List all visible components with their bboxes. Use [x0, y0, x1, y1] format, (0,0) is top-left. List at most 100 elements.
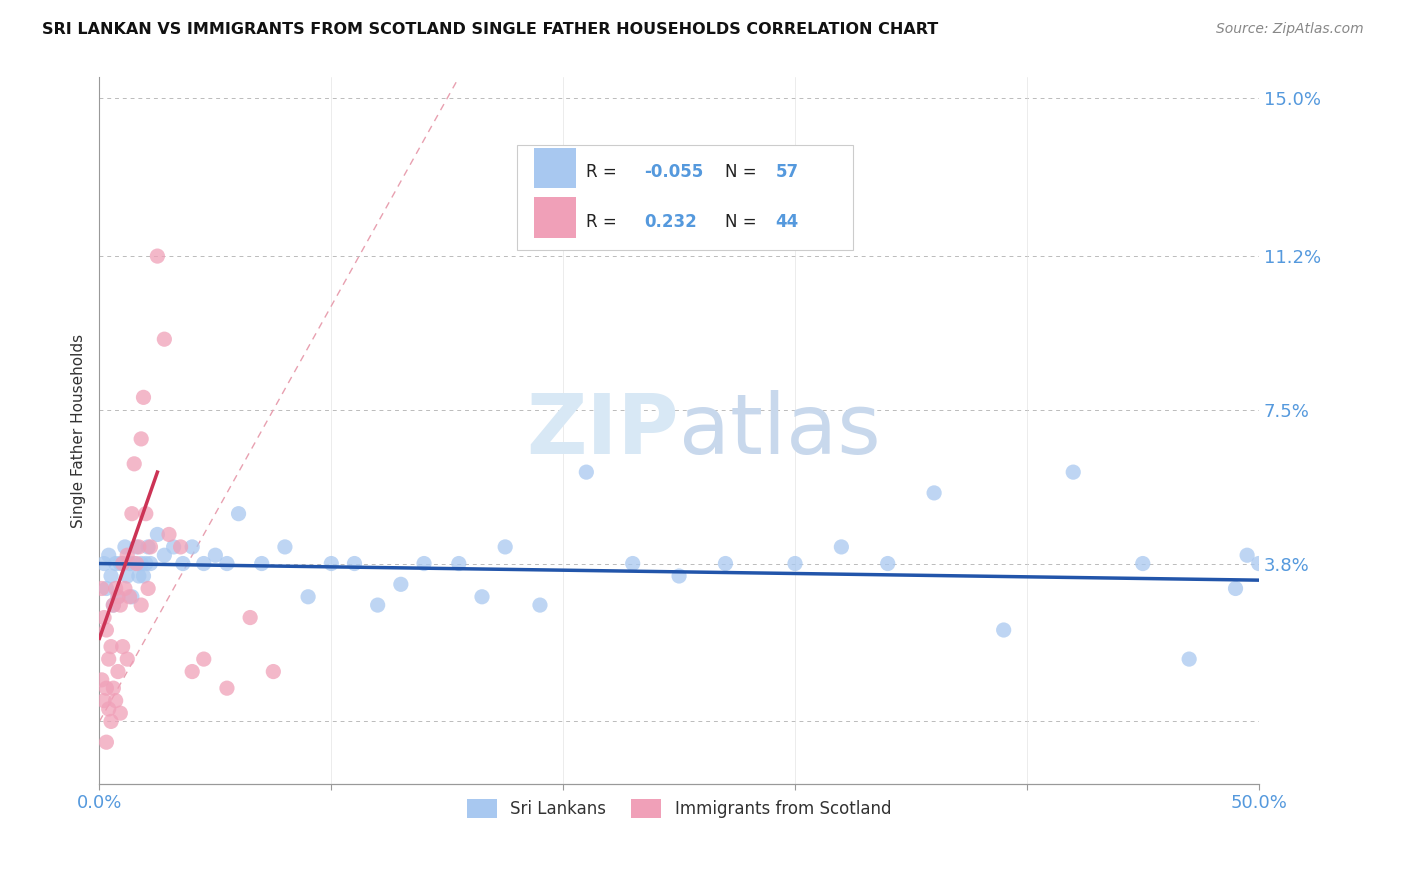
Point: [122, 457, 145, 471]
Point: [471, 590, 494, 604]
Point: [107, 590, 129, 604]
Point: [228, 507, 250, 521]
Point: [204, 548, 226, 562]
Point: [90, 673, 112, 687]
Point: [135, 557, 157, 571]
Point: [413, 557, 436, 571]
Point: [139, 540, 162, 554]
Point: [103, 598, 125, 612]
Point: [104, 582, 127, 596]
Point: [100, 714, 122, 729]
Point: [97, 548, 120, 562]
Point: [162, 540, 184, 554]
Point: [110, 706, 132, 720]
Point: [132, 569, 155, 583]
Point: [96, 582, 118, 596]
Point: [621, 557, 644, 571]
Point: [100, 640, 122, 654]
Legend: Sri Lankans, Immigrants from Scotland: Sri Lankans, Immigrants from Scotland: [460, 792, 898, 825]
Point: [107, 590, 129, 604]
Point: [575, 465, 598, 479]
Point: [494, 540, 516, 554]
Point: [389, 577, 412, 591]
Point: [136, 540, 159, 554]
Point: [117, 652, 139, 666]
Point: [1247, 557, 1270, 571]
Point: [136, 582, 159, 596]
Point: [90, 582, 112, 596]
Text: Source: ZipAtlas.com: Source: ZipAtlas.com: [1216, 22, 1364, 37]
Point: [262, 665, 284, 679]
Point: [122, 557, 145, 571]
Point: [181, 665, 204, 679]
Point: [714, 557, 737, 571]
Point: [297, 590, 319, 604]
Text: atlas: atlas: [679, 390, 880, 471]
Point: [181, 540, 204, 554]
Point: [367, 598, 389, 612]
Point: [117, 548, 139, 562]
Point: [96, 623, 118, 637]
Point: [1132, 557, 1154, 571]
Point: [783, 557, 806, 571]
Point: [100, 569, 122, 583]
Point: [96, 681, 118, 695]
Text: R =: R =: [586, 212, 623, 231]
Point: [121, 590, 143, 604]
Point: [239, 610, 262, 624]
Text: ZIP: ZIP: [527, 390, 679, 471]
Point: [129, 557, 152, 571]
Point: [157, 527, 180, 541]
Point: [447, 557, 470, 571]
Point: [129, 432, 152, 446]
Point: [529, 598, 551, 612]
Text: R =: R =: [586, 163, 623, 181]
Point: [1062, 465, 1084, 479]
Point: [876, 557, 898, 571]
Point: [93, 693, 115, 707]
Point: [153, 548, 176, 562]
Point: [215, 681, 238, 695]
Y-axis label: Single Father Households: Single Father Households: [72, 334, 86, 528]
Point: [110, 598, 132, 612]
Point: [97, 652, 120, 666]
Point: [1225, 582, 1247, 596]
FancyBboxPatch shape: [534, 197, 576, 238]
Text: 57: 57: [775, 163, 799, 181]
Point: [215, 557, 238, 571]
Point: [117, 569, 139, 583]
Point: [104, 693, 127, 707]
Point: [125, 540, 148, 554]
Point: [146, 249, 169, 263]
Point: [922, 486, 945, 500]
Text: 0.232: 0.232: [644, 212, 697, 231]
Point: [135, 507, 157, 521]
Point: [128, 569, 150, 583]
Point: [97, 702, 120, 716]
Point: [111, 557, 134, 571]
Point: [132, 390, 155, 404]
Point: [321, 557, 343, 571]
Point: [274, 540, 297, 554]
Point: [107, 665, 129, 679]
Point: [114, 540, 136, 554]
Point: [125, 557, 148, 571]
Point: [343, 557, 366, 571]
Point: [111, 640, 134, 654]
FancyBboxPatch shape: [534, 148, 576, 188]
Point: [118, 557, 141, 571]
Point: [139, 557, 162, 571]
Point: [121, 507, 143, 521]
Point: [146, 527, 169, 541]
Point: [993, 623, 1015, 637]
Text: N =: N =: [725, 163, 762, 181]
Point: [193, 652, 215, 666]
Point: [118, 590, 141, 604]
Text: SRI LANKAN VS IMMIGRANTS FROM SCOTLAND SINGLE FATHER HOUSEHOLDS CORRELATION CHAR: SRI LANKAN VS IMMIGRANTS FROM SCOTLAND S…: [42, 22, 938, 37]
Text: 44: 44: [775, 212, 799, 231]
Point: [104, 557, 127, 571]
Point: [668, 569, 690, 583]
Point: [250, 557, 273, 571]
Point: [169, 540, 191, 554]
Point: [114, 582, 136, 596]
